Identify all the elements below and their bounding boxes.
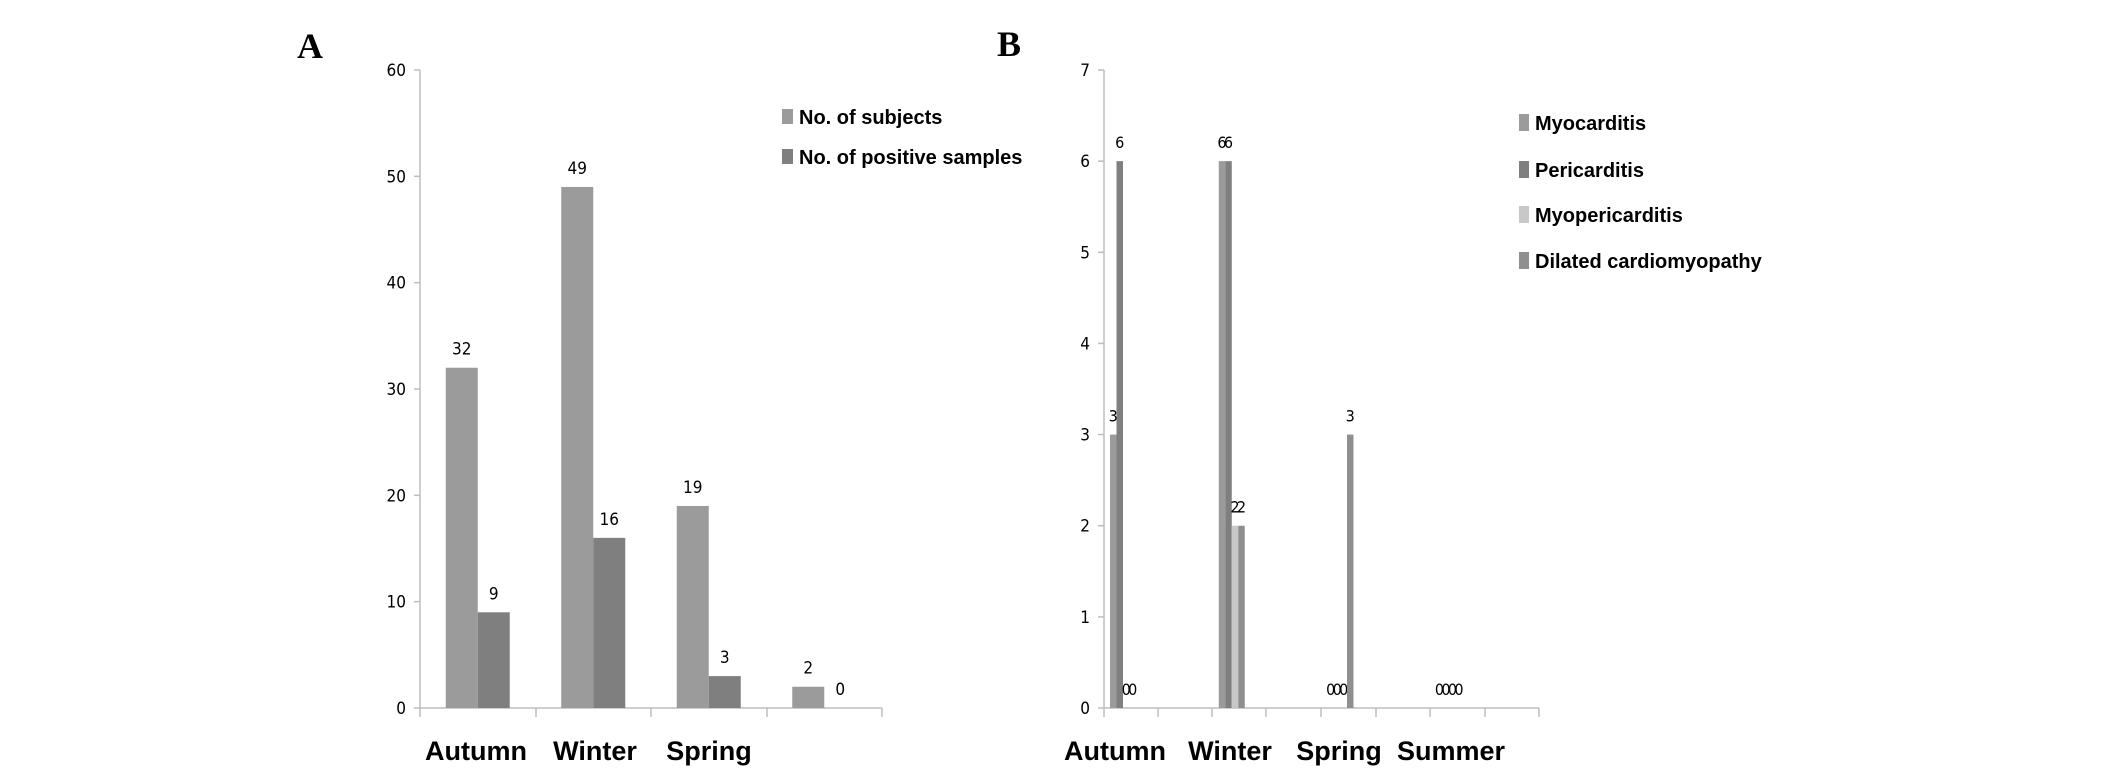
data-label: 6 xyxy=(1217,133,1226,152)
y-tick-label: 10 xyxy=(387,593,406,613)
x-category-label: Winter xyxy=(1188,736,1272,766)
y-tick-label: 3 xyxy=(1080,426,1090,446)
panel-label-b: B xyxy=(997,24,1021,64)
legend-swatch-0 xyxy=(1519,114,1529,131)
bar-subjects-2 xyxy=(676,505,709,708)
data-label: 0 xyxy=(1454,680,1463,699)
data-label: 0 xyxy=(1448,680,1457,699)
y-tick-label: 60 xyxy=(387,61,406,81)
y-tick-label: 50 xyxy=(387,167,406,187)
data-label: 3 xyxy=(720,648,730,668)
data-label: 0 xyxy=(1435,680,1444,699)
data-label: 9 xyxy=(489,584,499,604)
y-tick-label: 6 xyxy=(1080,152,1090,172)
bar-dilated-cardiomyopathy-2 xyxy=(1347,434,1354,708)
y-tick-label: 4 xyxy=(1080,334,1090,354)
y-tick-label: 1 xyxy=(1080,608,1090,628)
x-category-label: Autumn xyxy=(425,736,527,766)
data-label: 2 xyxy=(1237,498,1246,517)
y-tick-label: 30 xyxy=(387,380,406,400)
y-tick-label: 40 xyxy=(387,274,406,294)
data-label: 3 xyxy=(1346,407,1355,426)
data-label: 19 xyxy=(683,478,702,498)
legend-label: Pericarditis xyxy=(1535,160,1644,182)
x-category-label: Summer xyxy=(1397,736,1506,766)
bar-positive-2 xyxy=(708,676,741,708)
bar-positive-0 xyxy=(477,612,510,708)
x-category-label: Spring xyxy=(1296,736,1382,766)
legend-label: Myocarditis xyxy=(1535,113,1646,135)
y-tick-label: 0 xyxy=(396,699,406,719)
bar-positive-1 xyxy=(593,537,626,708)
x-category-label: Spring xyxy=(666,736,752,766)
legend-label: Myopericarditis xyxy=(1535,205,1683,227)
legend-label: Dilated cardiomyopathy xyxy=(1535,251,1763,273)
panel-label-a: A xyxy=(297,26,323,66)
legend-swatch-1 xyxy=(1519,161,1529,178)
data-label: 0 xyxy=(1333,680,1342,699)
x-category-label: Autumn xyxy=(1064,736,1166,766)
data-label: 2 xyxy=(803,659,813,679)
data-label: 6 xyxy=(1224,133,1233,152)
y-tick-label: 7 xyxy=(1080,61,1090,81)
legend-label: No. of positive samples xyxy=(799,147,1022,169)
data-label: 49 xyxy=(568,159,587,179)
data-label: 16 xyxy=(600,510,619,530)
legend-label: No. of subjects xyxy=(799,107,942,129)
bar-myocarditis-1 xyxy=(1218,161,1226,709)
bar-pericarditis-1 xyxy=(1225,161,1232,709)
data-label: 0 xyxy=(1441,680,1450,699)
bar-dilated-cardiomyopathy-1 xyxy=(1238,525,1245,708)
y-tick-label: 2 xyxy=(1080,517,1090,537)
data-label: 32 xyxy=(452,340,471,360)
bar-subjects-1 xyxy=(561,186,594,708)
data-label: 0 xyxy=(1326,680,1335,699)
bar-subjects-0 xyxy=(445,367,478,708)
bar-subjects-3 xyxy=(792,686,825,708)
y-tick-label: 20 xyxy=(387,486,406,506)
bar-pericarditis-0 xyxy=(1116,161,1123,709)
data-label: 0 xyxy=(835,680,845,700)
legend-swatch-2 xyxy=(1519,206,1529,223)
bar-myopericarditis-1 xyxy=(1231,525,1239,708)
y-tick-label: 5 xyxy=(1080,243,1090,263)
data-label: 0 xyxy=(1128,680,1137,699)
data-label: 6 xyxy=(1115,133,1124,152)
legend-swatch-3 xyxy=(1519,252,1529,269)
legend-swatch-1 xyxy=(782,149,793,164)
y-tick-label: 0 xyxy=(1080,699,1090,719)
x-category-label: Winter xyxy=(553,736,637,766)
data-label: 0 xyxy=(1122,680,1131,699)
data-label: 2 xyxy=(1230,498,1239,517)
legend-swatch-0 xyxy=(782,109,793,124)
bar-myocarditis-0 xyxy=(1110,434,1117,708)
data-label: 0 xyxy=(1339,680,1348,699)
data-label: 3 xyxy=(1109,407,1118,426)
